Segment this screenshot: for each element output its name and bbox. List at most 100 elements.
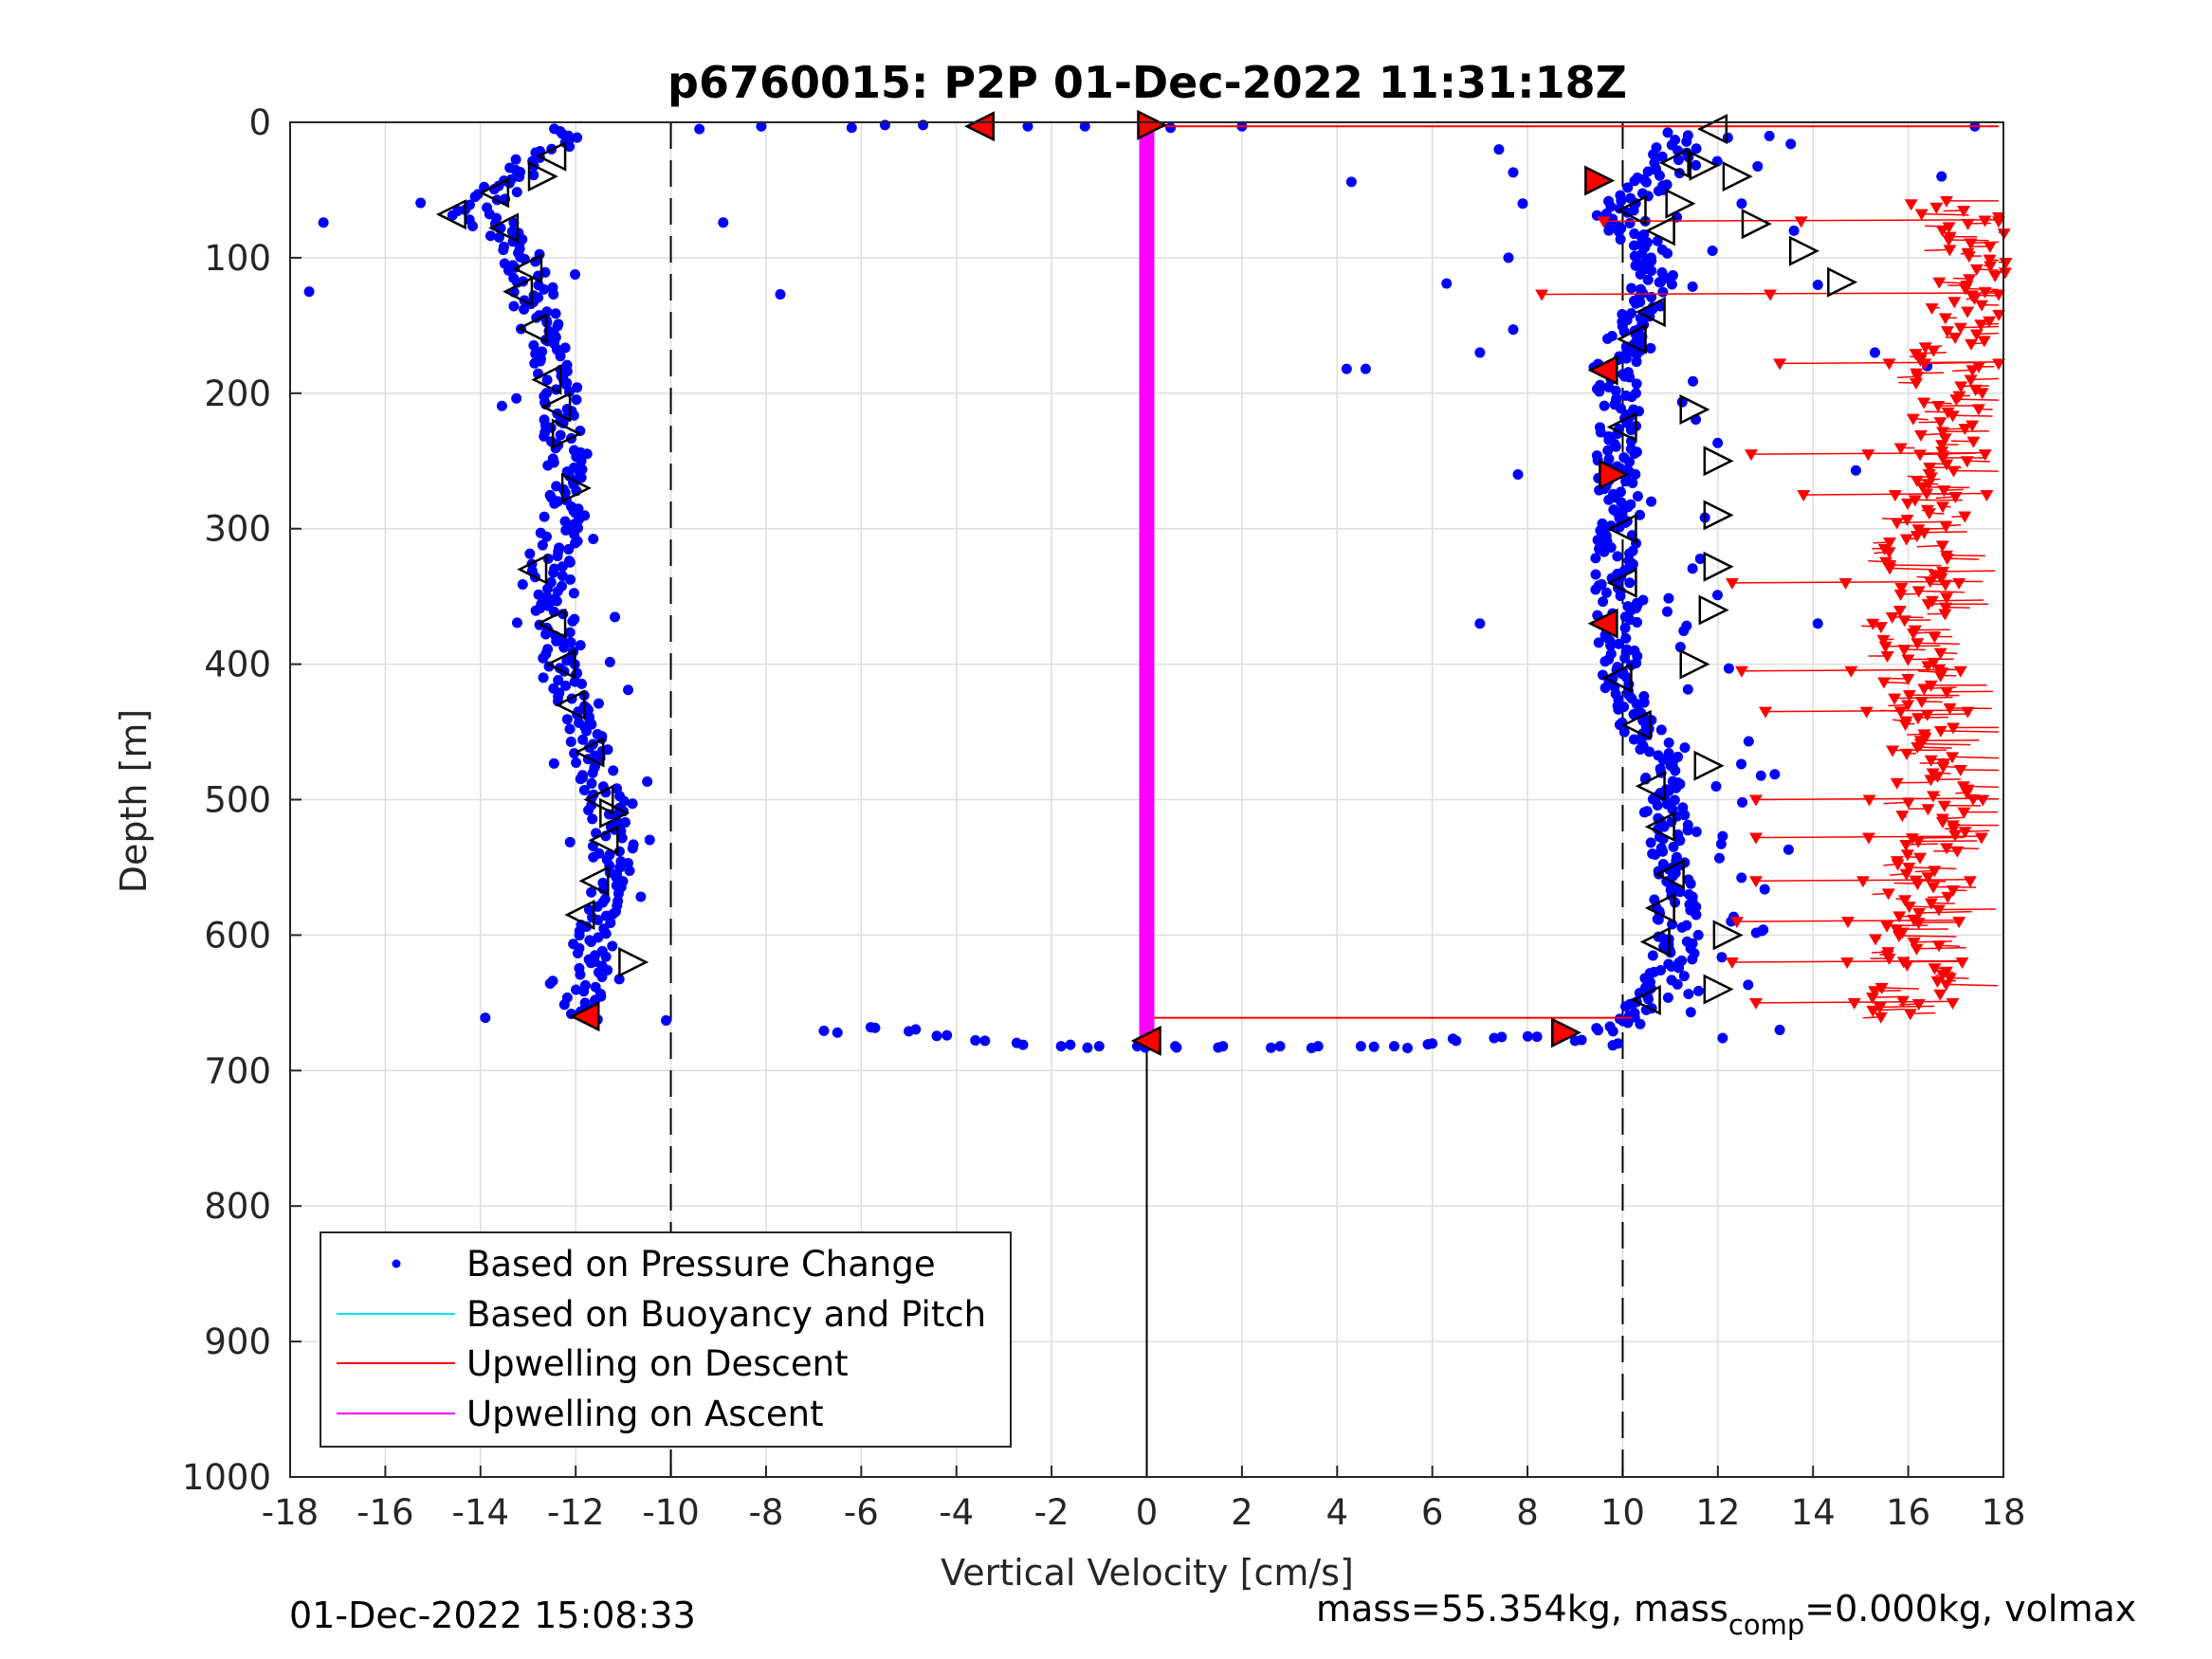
- pressure-change-point: [1652, 235, 1663, 246]
- pressure-change-point: [1266, 1042, 1277, 1053]
- pressure-change-point: [1691, 826, 1702, 837]
- upwelling-descent-point: [1924, 680, 1938, 692]
- pressure-change-point: [571, 757, 582, 768]
- upwelling-descent-point: [1937, 800, 1951, 812]
- upwelling-descent-point: [1748, 832, 1763, 845]
- left-triangle-marker: [1635, 297, 1666, 328]
- pressure-change-point: [564, 836, 576, 848]
- pressure-change-point: [979, 1035, 991, 1047]
- pressure-change-point: [558, 642, 570, 653]
- upwelling-descent-point: [1920, 709, 1934, 721]
- left-triangle-marker: [1620, 709, 1652, 740]
- pressure-change-point: [1850, 465, 1861, 476]
- upwelling-descent-point: [1940, 554, 1954, 566]
- upwelling-descent-segment: [1918, 590, 1965, 593]
- pressure-change-point: [558, 999, 570, 1011]
- upwelling-descent-point: [1918, 342, 1932, 355]
- pressure-change-point: [1624, 372, 1636, 383]
- pressure-change-point: [1645, 837, 1656, 848]
- pressure-change-point: [1759, 884, 1770, 895]
- pressure-change-point: [1607, 1026, 1618, 1037]
- pressure-change-point: [578, 785, 590, 796]
- upwelling-descent-point: [1891, 859, 1905, 871]
- x-tick-label: 4: [1326, 1492, 1349, 1533]
- pressure-change-point: [1627, 477, 1638, 488]
- upwelling-descent-point: [1729, 917, 1744, 929]
- left-triangle-marker: [545, 648, 576, 680]
- pressure-change-point: [576, 455, 587, 466]
- upwelling-descent-point: [1910, 372, 1925, 384]
- pressure-change-point: [1600, 656, 1611, 667]
- pressure-change-point: [466, 221, 478, 232]
- x-tick-label: -10: [642, 1492, 699, 1533]
- upwelling-descent-point: [1935, 501, 1949, 514]
- y-tick-label: 700: [204, 1050, 271, 1091]
- pressure-change-point: [941, 1030, 953, 1041]
- pressure-change-point: [1628, 734, 1639, 745]
- pressure-change-point: [1619, 622, 1631, 633]
- pressure-change-point: [1682, 684, 1693, 695]
- upwelling-descent-point: [1921, 804, 1935, 816]
- pressure-change-point: [1022, 120, 1033, 132]
- upwelling-descent-point: [1971, 361, 1985, 374]
- upwelling-descent-point: [1975, 388, 1989, 400]
- upwelling-descent-point: [1959, 283, 1973, 296]
- pressure-change-point: [1691, 909, 1702, 921]
- pressure-change-point: [511, 392, 522, 404]
- left-triangle-marker: [1606, 411, 1637, 443]
- pressure-change-point: [1629, 447, 1640, 459]
- pressure-change-point: [1774, 1024, 1785, 1035]
- pressure-change-point: [1663, 592, 1674, 604]
- x-tick-label: 12: [1695, 1492, 1740, 1533]
- left-triangle-marker: [512, 253, 543, 284]
- pressure-change-point: [608, 765, 619, 776]
- pressure-change-point: [510, 154, 521, 165]
- upwelling-descent-point: [1924, 898, 1938, 910]
- pressure-change-point: [1648, 149, 1659, 160]
- upwelling-descent-point: [1890, 777, 1904, 790]
- pressure-change-point: [498, 245, 509, 256]
- upwelling-descent-point: [1880, 651, 1894, 664]
- pressure-change-point: [635, 891, 647, 902]
- pressure-change-point: [540, 629, 552, 640]
- upwelling-descent-segment: [1909, 905, 1935, 908]
- right-triangle-marker: [527, 161, 558, 192]
- pressure-change-point: [1657, 286, 1669, 298]
- upwelling-descent-point: [1900, 514, 1914, 526]
- left-triangle-marker: [503, 276, 534, 307]
- pressure-change-point: [1622, 182, 1634, 193]
- pressure-change-point: [1812, 618, 1823, 629]
- pressure-change-point: [1692, 985, 1704, 996]
- pressure-change-point: [756, 120, 767, 132]
- pressure-change-point: [1687, 281, 1698, 292]
- upwelling-descent-point: [1892, 930, 1906, 942]
- upwelling-descent-segment: [1931, 599, 1984, 602]
- upwelling-descent-point: [1991, 289, 2005, 301]
- upwelling-descent-point: [1840, 957, 1855, 969]
- pressure-change-point: [530, 605, 541, 616]
- upwelling-descent-point: [1998, 267, 2012, 280]
- y-tick-label: 500: [204, 780, 271, 821]
- pressure-change-point: [1590, 569, 1601, 580]
- pressure-change-point: [528, 339, 539, 351]
- upwelling-descent-point: [1938, 579, 1952, 592]
- upwelling-descent-point: [1947, 297, 1962, 309]
- upwelling-descent-segment: [1890, 564, 1942, 567]
- pressure-change-point: [1508, 324, 1519, 336]
- upwelling-descent-point: [1947, 465, 1961, 478]
- pressure-change-point: [1401, 1043, 1413, 1054]
- pressure-change-point: [517, 578, 528, 590]
- pressure-change-point: [575, 774, 586, 785]
- pressure-change-point: [1631, 378, 1642, 390]
- upwelling-descent-segment: [1947, 557, 1980, 560]
- pressure-change-point: [1441, 278, 1453, 289]
- pressure-change-point: [1711, 590, 1723, 601]
- pressure-change-point: [533, 589, 544, 600]
- pressure-change-point: [552, 586, 563, 597]
- pressure-change-point: [596, 971, 608, 982]
- upwelling-descent-point: [1890, 518, 1904, 530]
- upwelling-descent-point: [1912, 907, 1927, 920]
- left-triangle-marker: [1616, 323, 1647, 355]
- left-triangle-marker: [435, 199, 466, 230]
- upwelling-descent-point: [1893, 443, 1908, 455]
